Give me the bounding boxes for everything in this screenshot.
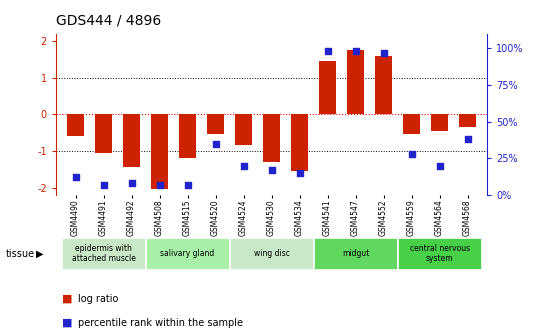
Point — [183, 182, 192, 187]
Bar — [403, 114, 420, 134]
FancyBboxPatch shape — [230, 238, 314, 270]
Bar — [67, 114, 84, 136]
Point — [351, 48, 360, 54]
Bar — [95, 114, 112, 153]
Bar — [291, 114, 308, 171]
Text: salivary gland: salivary gland — [161, 249, 214, 258]
FancyBboxPatch shape — [146, 238, 230, 270]
Bar — [459, 114, 476, 127]
Text: GDS444 / 4896: GDS444 / 4896 — [56, 13, 161, 28]
Bar — [207, 114, 224, 134]
Text: ■: ■ — [62, 294, 72, 304]
Point — [239, 163, 248, 168]
Point — [463, 136, 472, 142]
Text: percentile rank within the sample: percentile rank within the sample — [78, 318, 244, 328]
Bar — [319, 61, 336, 114]
Bar — [235, 114, 252, 145]
Bar — [123, 114, 140, 167]
Point — [295, 170, 304, 176]
Text: ▶: ▶ — [36, 249, 44, 259]
FancyBboxPatch shape — [398, 238, 482, 270]
Point — [71, 175, 80, 180]
FancyBboxPatch shape — [62, 238, 146, 270]
Text: central nervous
system: central nervous system — [409, 244, 470, 263]
Text: tissue: tissue — [6, 249, 35, 259]
Point — [155, 182, 164, 187]
Point — [407, 151, 416, 157]
Text: ■: ■ — [62, 318, 72, 328]
Bar — [347, 50, 364, 114]
Bar — [375, 55, 392, 114]
Bar — [179, 114, 196, 158]
Point — [127, 180, 136, 186]
Point — [267, 167, 276, 173]
Text: log ratio: log ratio — [78, 294, 119, 304]
Point — [435, 163, 444, 168]
Bar — [151, 114, 168, 190]
Text: epidermis with
attached muscle: epidermis with attached muscle — [72, 244, 136, 263]
Text: midgut: midgut — [342, 249, 369, 258]
Point — [323, 48, 332, 54]
Point — [99, 182, 108, 187]
Point — [211, 141, 220, 146]
Bar — [431, 114, 448, 131]
Text: wing disc: wing disc — [254, 249, 290, 258]
FancyBboxPatch shape — [314, 238, 398, 270]
Bar — [263, 114, 280, 162]
Point — [379, 50, 388, 55]
